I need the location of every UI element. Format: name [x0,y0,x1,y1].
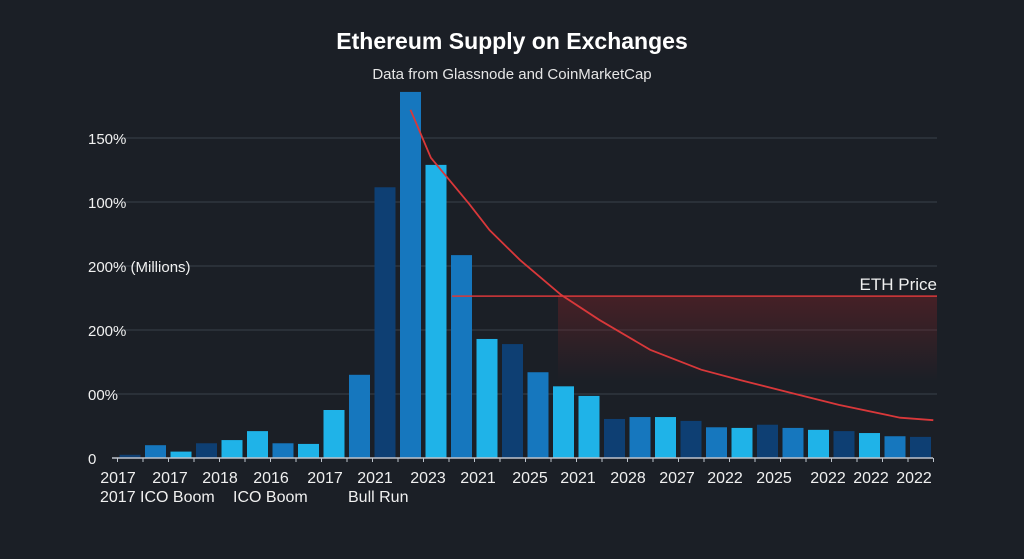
bar [425,164,447,458]
x-tick-label: 2022 [707,470,743,487]
x-tick-label: 2021 [560,470,596,487]
eth-price-label: ETH Price [860,275,937,294]
y-tick-label: 200% [88,323,126,340]
x-tick-label: 2022 [853,470,889,487]
x-tick-label: 2022 [810,470,846,487]
y-tick-label: 100% [88,195,126,212]
y-tick-label: 200% (Millions) [88,259,191,276]
bar [502,344,523,458]
bar [221,440,243,458]
bar [782,427,804,458]
bar [680,420,702,458]
bar [604,418,625,458]
bar [196,443,217,458]
x-tick-label: 2021 [460,470,496,487]
bar [833,431,855,458]
x-tick-label: 2018 [202,470,238,487]
bar [349,374,370,458]
x-tick-label: 2017 [152,470,188,487]
x-annotation: 2017 ICO Boom [100,489,215,506]
bar [298,443,319,458]
y-tick-label: 00% [88,387,118,404]
bar [476,338,498,458]
x-tick-label: 2017 [100,470,136,487]
bar [655,417,676,458]
y-tick-label: 150% [88,131,126,148]
x-tick-label: 2025 [756,470,792,487]
bar [272,443,294,458]
eth-price-line [409,109,934,422]
bar [706,427,727,458]
bar [910,436,931,458]
bar [553,386,574,458]
bar [884,436,906,458]
chart-subtitle: Data from Glassnode and CoinMarketCap [372,66,652,83]
bar [527,372,549,458]
bar [808,429,829,458]
price-shade-area [558,296,937,382]
bar [451,255,472,458]
bar [400,91,421,459]
x-tick-label: 2028 [610,470,646,487]
bar [731,427,753,458]
bar [119,454,141,458]
x-annotation: ICO Boom [233,489,308,506]
bar [578,395,600,458]
x-tick-label: 2016 [253,470,289,487]
x-tick-label: 2023 [410,470,446,487]
bar [323,410,345,458]
bar [145,445,166,458]
chart-title: Ethereum Supply on Exchanges [336,28,688,54]
bar [247,431,268,458]
bar [859,433,880,458]
y-tick-label: 0 [88,451,96,468]
bar [374,187,396,458]
x-tick-label: 2027 [659,470,695,487]
x-tick-label: 2025 [512,470,548,487]
x-tick-label: 2022 [896,470,932,487]
bar [629,417,651,458]
x-tick-label: 2021 [357,470,393,487]
bar [757,424,778,458]
x-tick-label: 2017 [307,470,343,487]
x-annotation: Bull Run [348,489,408,506]
bar [170,451,192,458]
